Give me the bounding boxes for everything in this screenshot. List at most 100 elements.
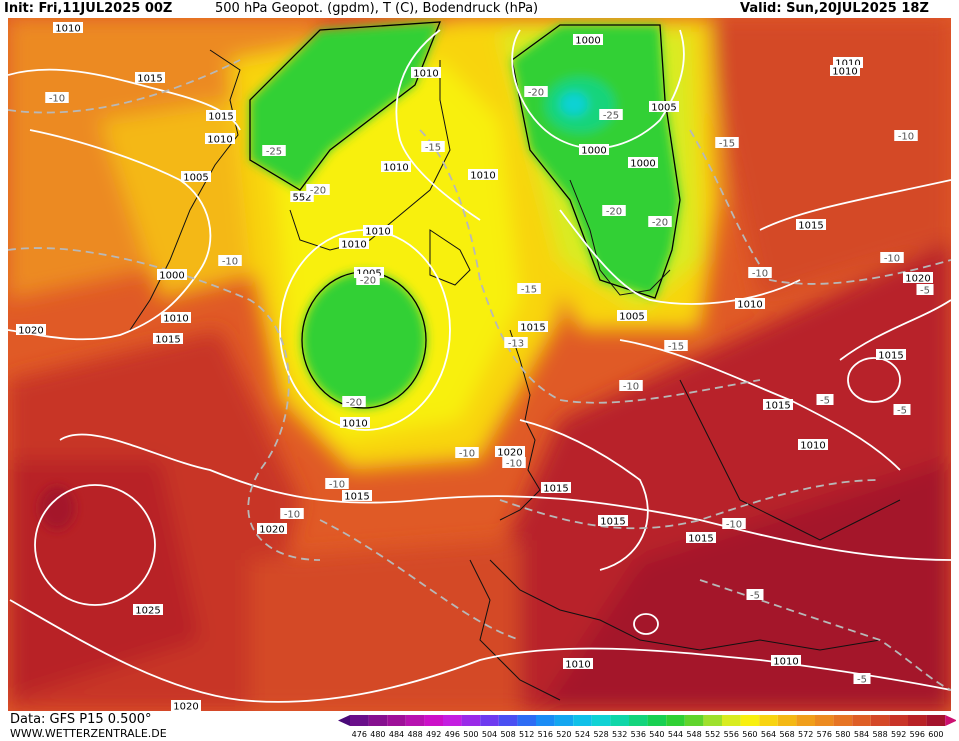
legend-color-swatch <box>852 715 871 726</box>
isobar-label: 1010 <box>563 658 593 671</box>
svg-text:1010: 1010 <box>413 69 438 80</box>
svg-text:1010: 1010 <box>773 657 798 668</box>
isobar-label: 1015 <box>763 399 793 412</box>
legend-tick-label: 556 <box>724 730 739 739</box>
svg-text:1000: 1000 <box>575 36 600 47</box>
isobar-label: 1025 <box>133 604 163 617</box>
isobar-label: 1010 <box>53 22 83 35</box>
isobar-label: 1015 <box>876 349 906 362</box>
isobar-label: 1015 <box>206 110 236 123</box>
legend-color-swatch <box>908 715 927 726</box>
legend-color-swatch <box>443 715 462 726</box>
svg-text:1015: 1015 <box>208 112 233 123</box>
temperature-label: -10 <box>502 457 526 470</box>
isobar-label: 1010 <box>830 65 860 78</box>
svg-text:1005: 1005 <box>183 173 208 184</box>
svg-text:-10: -10 <box>726 520 742 531</box>
temperature-label: -10 <box>325 478 349 491</box>
isobar-label: 1010 <box>468 169 498 182</box>
legend-color-swatch <box>461 715 481 726</box>
color-scale-legend: 476 480 484 488 492 496 500 504 508 512 516 520 524 5… <box>338 715 956 739</box>
svg-text:1000: 1000 <box>159 271 184 282</box>
legend-color-swatch <box>387 715 406 726</box>
svg-text:1010: 1010 <box>207 135 232 146</box>
legend-tick-label: 496 <box>445 730 460 739</box>
isobar-label: 1010 <box>735 298 765 311</box>
svg-text:-10: -10 <box>506 459 522 470</box>
svg-text:1005: 1005 <box>651 103 676 114</box>
isobar-label: 1010 <box>205 133 235 146</box>
legend-tick-label: 516 <box>538 730 553 739</box>
temperature-label: -10 <box>619 380 643 393</box>
legend-color-swatch <box>815 715 834 726</box>
svg-text:1020: 1020 <box>173 702 198 712</box>
svg-text:1000: 1000 <box>581 146 606 157</box>
temperature-label: -25 <box>599 109 623 122</box>
legend-tick-label: 528 <box>593 730 608 739</box>
legend-tick-label: 480 <box>370 730 385 739</box>
legend-tick-label: 500 <box>463 730 478 739</box>
legend-tick-label: 600 <box>928 730 943 739</box>
temperature-label: -10 <box>280 508 304 521</box>
legend-tick-label: 552 <box>705 730 720 739</box>
svg-text:-10: -10 <box>884 254 900 265</box>
svg-text:-10: -10 <box>752 269 768 280</box>
isobar-label: 1000 <box>579 144 609 157</box>
legend-color-swatch <box>759 715 778 726</box>
isobar-label: 1015 <box>135 72 165 85</box>
isobar-label: 1010 <box>161 312 191 325</box>
legend-color-swatch <box>740 715 760 726</box>
legend-tick-label: 576 <box>817 730 832 739</box>
isobar-label: 1020 <box>903 272 933 285</box>
temperature-label: -10 <box>748 267 772 280</box>
temperature-label: -20 <box>648 216 672 229</box>
geopotential-fill <box>8 18 951 711</box>
isobar-label: 1005 <box>649 101 679 114</box>
svg-text:-15: -15 <box>719 139 735 150</box>
temperature-label: -10 <box>45 92 69 105</box>
legend-color-swatch <box>498 715 518 726</box>
svg-text:1015: 1015 <box>520 323 545 334</box>
legend-tick-label: 584 <box>854 730 869 739</box>
temperature-label: -10 <box>218 255 242 268</box>
legend-tick-label: 560 <box>742 730 757 739</box>
legend-color-swatch <box>554 715 574 726</box>
svg-text:1010: 1010 <box>737 300 762 311</box>
isotherms <box>8 59 951 691</box>
legend-color-swatch <box>647 715 667 726</box>
legend-tick-label: 548 <box>686 730 701 739</box>
legend-color-swatch <box>480 715 499 726</box>
svg-text:1010: 1010 <box>832 67 857 78</box>
svg-text:-20: -20 <box>346 398 362 409</box>
legend-color-swatch <box>926 715 946 726</box>
svg-text:-20: -20 <box>652 218 668 229</box>
data-source-label: Data: GFS P15 0.500° <box>10 712 152 727</box>
temperature-label: -20 <box>342 396 366 409</box>
isobar-label: 1010 <box>381 161 411 174</box>
isobar-label: 1015 <box>153 333 183 346</box>
legend-tick-label: 488 <box>407 730 422 739</box>
isobar-label: 1010 <box>798 439 828 452</box>
legend-over-arrow <box>945 715 956 726</box>
legend-color-swatch <box>703 715 722 726</box>
legend-color-swatch <box>666 715 685 726</box>
isobar-label: 1010 <box>340 417 370 430</box>
svg-text:-10: -10 <box>222 257 238 268</box>
svg-text:1015: 1015 <box>688 534 713 545</box>
isobar-label: 1010 <box>771 655 801 668</box>
legend-color-swatch <box>405 715 425 726</box>
svg-text:-5: -5 <box>897 406 907 417</box>
isobar-label: 1015 <box>598 515 628 528</box>
chart-header: Init: Fri,11JUL2025 00Z 500 hPa Geopot. … <box>0 0 959 18</box>
temperature-label: -20 <box>356 274 380 287</box>
isobar-label: 1020 <box>16 324 46 337</box>
legend-color-swatch <box>517 715 536 726</box>
temperature-label: -10 <box>894 130 918 143</box>
svg-text:-20: -20 <box>360 276 376 287</box>
isobar-label: 1020 <box>495 446 525 459</box>
isobar-label: 1005 <box>617 310 647 323</box>
legend-color-swatch <box>889 715 908 726</box>
svg-text:-10: -10 <box>459 449 475 460</box>
legend-color-swatch <box>777 715 797 726</box>
isobar-label: 1005 <box>181 171 211 184</box>
